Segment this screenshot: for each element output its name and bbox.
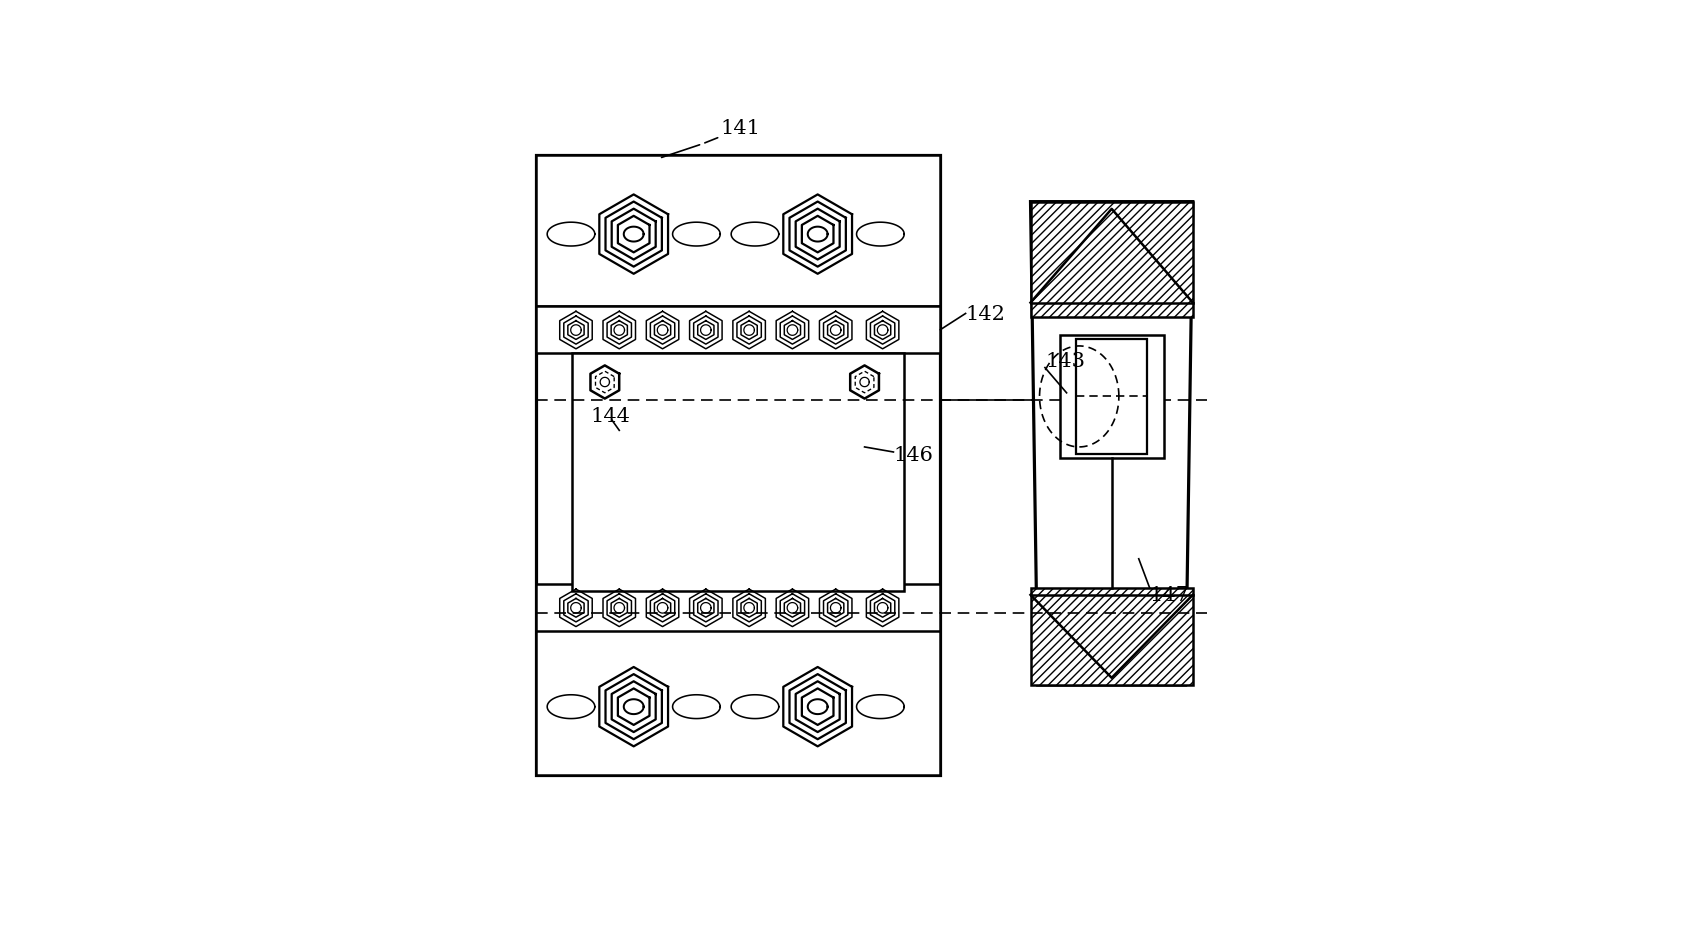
Text: 147: 147 [1150,586,1189,605]
Bar [1060,336,1164,459]
Text: 141: 141 [720,119,761,138]
Bar [1076,340,1147,455]
Text: 146: 146 [893,446,933,464]
Bar [1030,202,1193,317]
Bar [537,624,940,775]
Bar [537,155,940,775]
Text: 144: 144 [591,407,630,426]
Bar [573,354,905,592]
Bar [1030,588,1193,685]
Polygon shape [1030,202,1193,685]
Bar [537,155,940,307]
Text: 142: 142 [966,304,1006,324]
Bar [537,584,940,631]
Bar [537,307,940,354]
Text: 143: 143 [1045,352,1084,371]
